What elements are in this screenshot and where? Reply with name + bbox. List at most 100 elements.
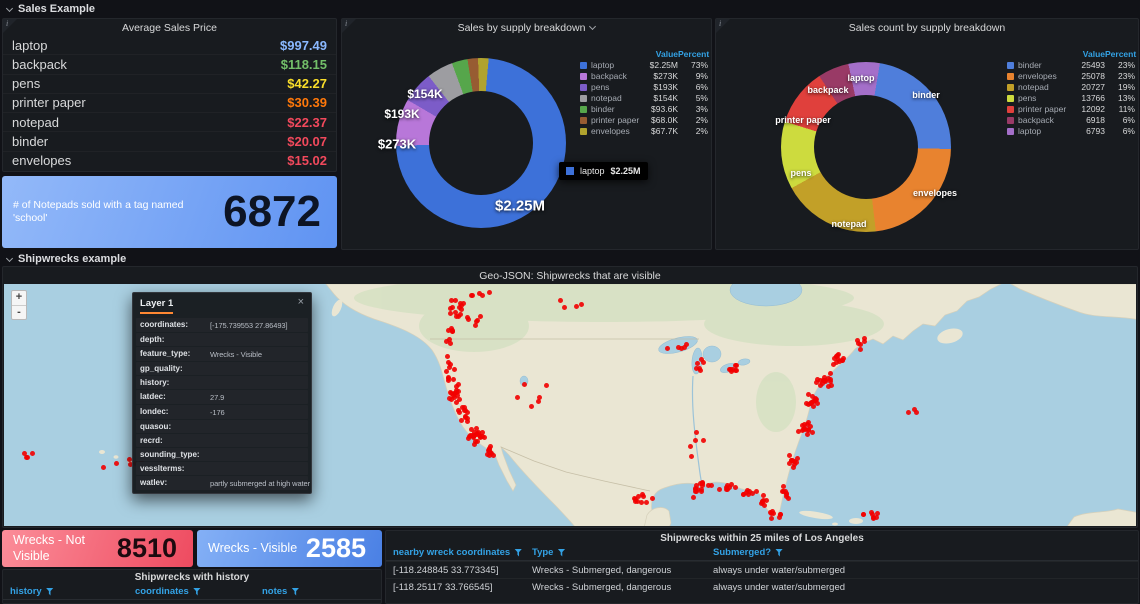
wreck-marker[interactable] — [465, 416, 471, 422]
wreck-marker[interactable] — [464, 419, 470, 425]
wreck-marker[interactable] — [487, 446, 493, 452]
wreck-marker[interactable] — [484, 451, 490, 457]
wreck-marker[interactable] — [753, 488, 759, 494]
wreck-marker[interactable] — [457, 396, 463, 402]
wreck-marker[interactable] — [855, 338, 861, 344]
wreck-marker[interactable] — [522, 381, 527, 387]
wreck-marker[interactable] — [828, 376, 834, 382]
wreck-marker[interactable] — [479, 434, 485, 440]
wreck-marker[interactable] — [561, 304, 567, 310]
wreck-marker[interactable] — [453, 313, 459, 319]
wreck-marker[interactable] — [455, 392, 461, 398]
wreck-marker[interactable] — [691, 494, 697, 500]
wreck-marker[interactable] — [801, 426, 807, 432]
wreck-marker[interactable] — [745, 491, 751, 497]
wreck-marker[interactable] — [650, 496, 656, 502]
wreck-marker[interactable] — [491, 452, 497, 458]
wreck-marker[interactable] — [768, 515, 774, 521]
wreck-marker[interactable] — [811, 404, 817, 410]
wreck-marker[interactable] — [787, 452, 793, 458]
wreck-marker[interactable] — [814, 400, 820, 406]
wreck-marker[interactable] — [443, 338, 449, 344]
wreck-marker[interactable] — [445, 327, 451, 333]
zoom-in-button[interactable]: + — [12, 291, 26, 305]
zoom-out-button[interactable]: - — [12, 305, 26, 319]
wreck-marker[interactable] — [811, 398, 817, 404]
wreck-marker[interactable] — [639, 491, 645, 497]
wreck-marker[interactable] — [788, 457, 794, 463]
wreck-marker[interactable] — [911, 406, 917, 412]
wreck-marker[interactable] — [459, 404, 465, 410]
panel-title[interactable]: Average Sales Price — [122, 21, 217, 34]
wreck-marker[interactable] — [465, 409, 471, 415]
panel-title[interactable]: Shipwrecks with history — [134, 571, 250, 583]
wreck-marker[interactable] — [825, 375, 831, 381]
wreck-marker[interactable] — [871, 515, 877, 521]
column-header-submerged[interactable]: Submerged? — [713, 547, 1138, 558]
wreck-marker[interactable] — [535, 398, 541, 404]
wreck-marker[interactable] — [475, 429, 481, 435]
wreck-marker[interactable] — [804, 431, 810, 437]
wreck-marker[interactable] — [807, 424, 813, 430]
wreck-marker[interactable] — [457, 304, 463, 310]
wreck-marker[interactable] — [814, 379, 820, 385]
wreck-marker[interactable] — [822, 375, 828, 381]
wreck-marker[interactable] — [873, 515, 879, 521]
wreck-marker[interactable] — [448, 362, 454, 368]
wreck-marker[interactable] — [807, 400, 813, 406]
wreck-marker[interactable] — [869, 511, 875, 517]
wreck-marker[interactable] — [705, 483, 711, 489]
wreck-marker[interactable] — [471, 429, 477, 435]
wreck-marker[interactable] — [694, 361, 700, 367]
wreck-marker[interactable] — [780, 484, 786, 490]
wreck-marker[interactable] — [126, 457, 132, 463]
wreck-marker[interactable] — [449, 329, 455, 335]
donut-chart-sales-count[interactable] — [781, 62, 951, 232]
wreck-marker[interactable] — [641, 494, 647, 500]
wreck-marker[interactable] — [447, 396, 453, 402]
filter-icon[interactable] — [775, 548, 784, 557]
wreck-marker[interactable] — [750, 491, 756, 497]
filter-icon[interactable] — [514, 548, 523, 557]
section-header-sales[interactable]: Sales Example — [5, 3, 95, 15]
wreck-marker[interactable] — [471, 441, 477, 447]
wreck-marker[interactable] — [855, 340, 861, 346]
wreck-marker[interactable] — [747, 488, 753, 494]
wreck-marker[interactable] — [809, 429, 815, 435]
legend-header-percent[interactable]: Percent — [678, 49, 710, 59]
wreck-marker[interactable] — [446, 376, 452, 382]
wreck-marker[interactable] — [862, 339, 868, 345]
column-header-notes[interactable]: notes — [262, 586, 381, 597]
wreck-marker[interactable] — [700, 359, 706, 365]
wreck-marker[interactable] — [515, 394, 521, 400]
filter-icon[interactable] — [291, 587, 300, 596]
wreck-marker[interactable] — [457, 300, 463, 306]
wreck-marker[interactable] — [579, 302, 585, 308]
wreck-marker[interactable] — [472, 438, 478, 444]
wreck-marker[interactable] — [459, 307, 465, 313]
wreck-marker[interactable] — [698, 367, 704, 373]
wreck-marker[interactable] — [874, 511, 880, 517]
wreck-marker[interactable] — [446, 336, 452, 342]
wreck-marker[interactable] — [763, 498, 769, 504]
wreck-marker[interactable] — [839, 358, 845, 364]
column-header-history[interactable]: history — [10, 586, 135, 597]
wreck-marker[interactable] — [529, 403, 535, 409]
wreck-marker[interactable] — [475, 439, 481, 445]
wreck-marker[interactable] — [733, 363, 739, 369]
column-header-coordinates[interactable]: coordinates — [135, 586, 262, 597]
wreck-marker[interactable] — [693, 429, 699, 435]
wreck-marker[interactable] — [815, 377, 821, 383]
wreck-marker[interactable] — [443, 369, 449, 375]
wreck-marker[interactable] — [100, 465, 106, 471]
wreck-marker[interactable] — [22, 450, 28, 456]
filter-icon[interactable] — [557, 548, 566, 557]
wreck-marker[interactable] — [699, 357, 705, 363]
panel-title[interactable]: Shipwrecks within 25 miles of Los Angele… — [660, 532, 864, 544]
wreck-marker[interactable] — [780, 489, 786, 495]
wreck-marker[interactable] — [913, 409, 919, 415]
legend-header-value[interactable]: Value — [1082, 49, 1105, 59]
wreck-marker[interactable] — [817, 378, 823, 384]
wreck-marker[interactable] — [450, 393, 456, 399]
wreck-marker[interactable] — [681, 344, 687, 350]
